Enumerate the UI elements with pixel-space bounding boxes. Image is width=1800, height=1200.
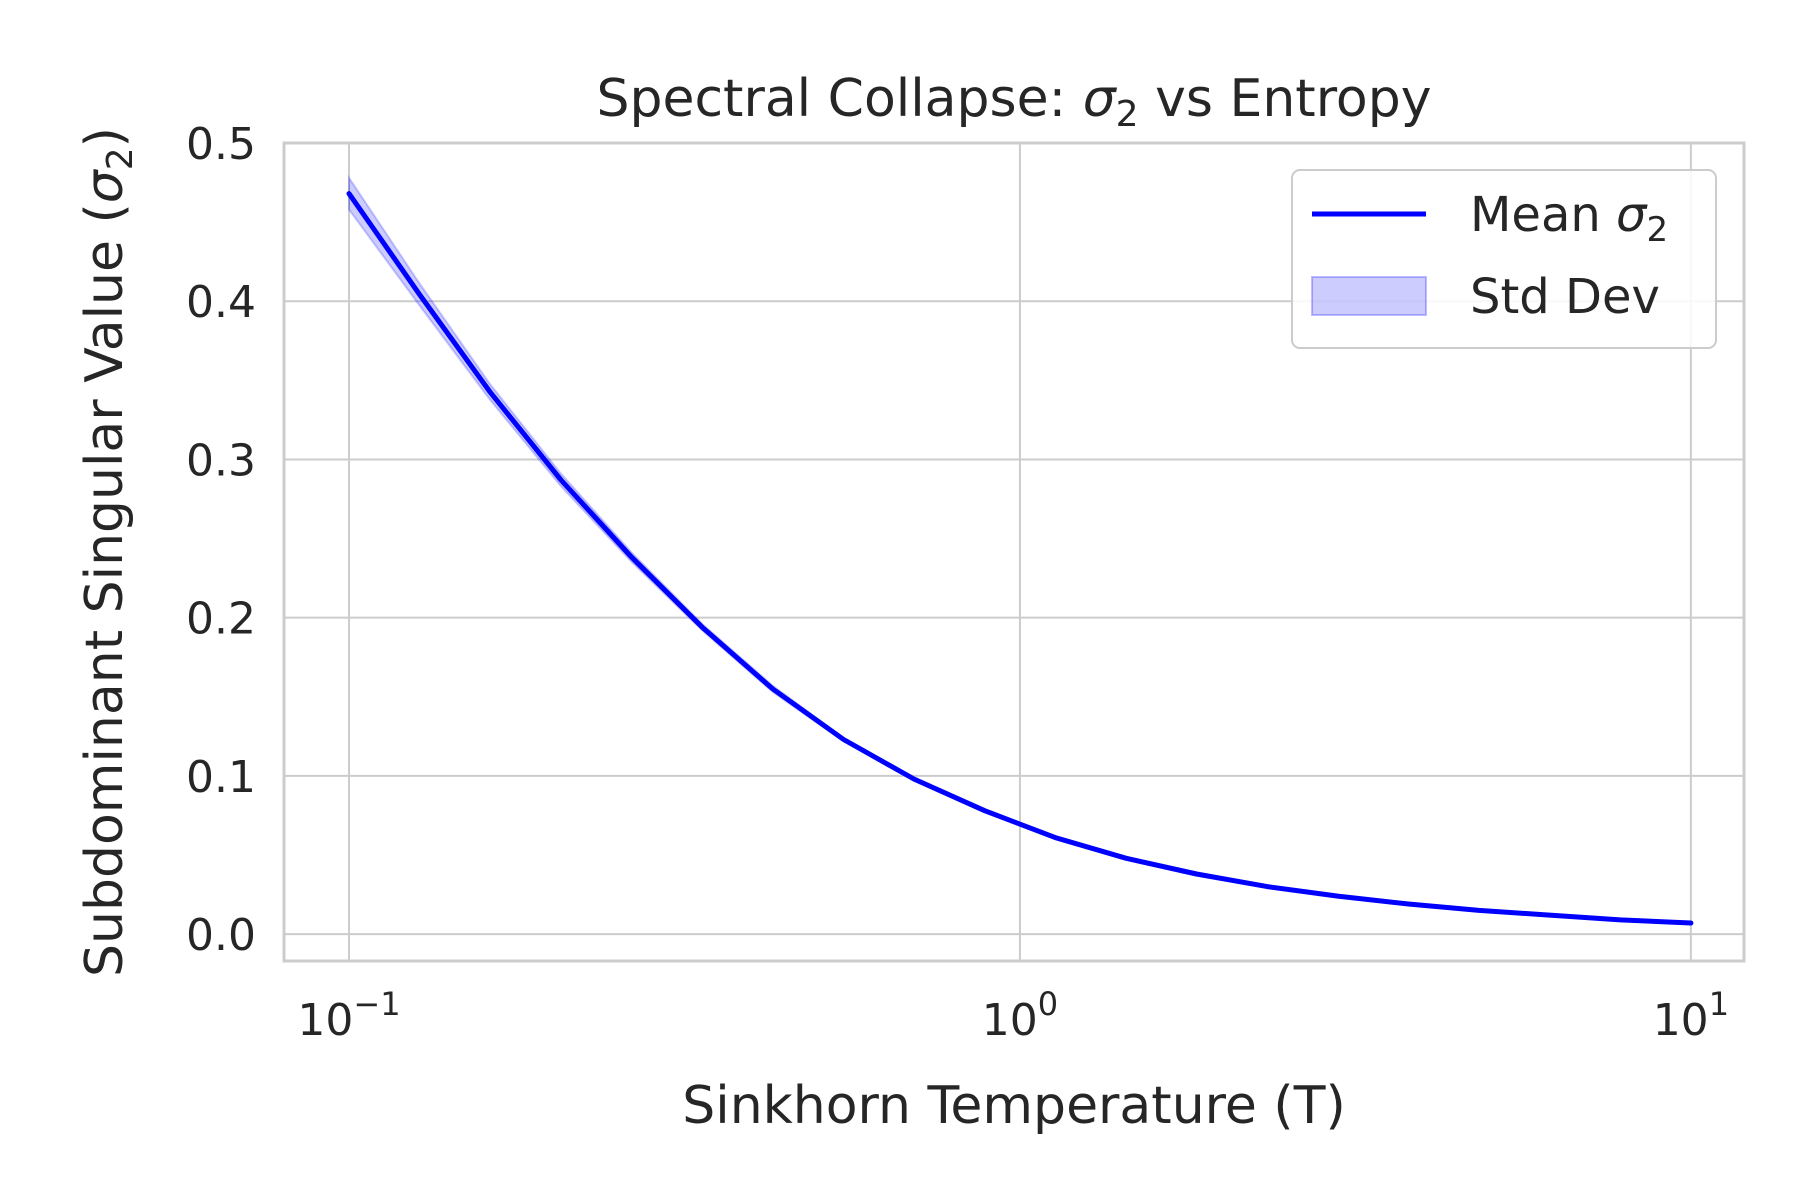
legend-label-mean: Mean σ2 [1470,187,1668,250]
x-tick-label: 101 [1653,985,1729,1046]
legend: Mean σ2 Std Dev [1291,169,1717,349]
line-layer [346,191,1694,926]
legend-band-swatch [1311,276,1427,316]
legend-label-std: Std Dev [1470,269,1660,325]
tick-label-layer: 0.0 0.1 0.2 0.3 0.4 0.5 10−1 100 101 [186,119,1729,1046]
chart-title: Spectral Collapse: σ2 vs Entropy [596,69,1431,135]
x-tick-label: 10−1 [297,985,400,1046]
x-axis-label: Sinkhorn Temperature (T) [682,1076,1346,1136]
y-tick-label: 0.1 [186,752,256,803]
y-tick-label: 0.0 [186,910,256,961]
y-tick-label: 0.4 [186,277,256,328]
y-tick-label: 0.2 [186,594,256,645]
plot-frame [282,141,1746,963]
x-tick-label: 100 [982,985,1058,1046]
y-tick-label: 0.5 [186,119,256,170]
mean-sigma2-line [346,191,1694,926]
y-axis-label: Subdominant Singular Value (σ2) [75,127,141,977]
y-tick-label: 0.3 [186,435,256,486]
